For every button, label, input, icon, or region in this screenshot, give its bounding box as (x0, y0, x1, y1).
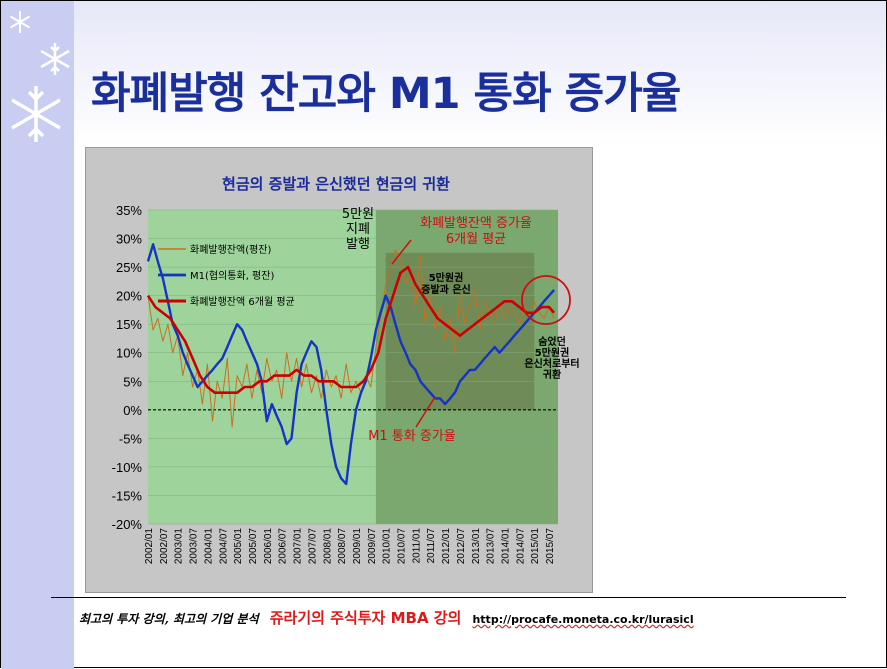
y-tick-label: -20% (112, 517, 143, 532)
x-tick-label: 2015/01 (530, 528, 541, 565)
legend-label: M1(협의통화, 평잔) (190, 269, 274, 282)
annotation-arrow (415, 396, 436, 428)
footer: 최고의 투자 강의, 최고의 기업 분석 쥬라기의 주식투자 MBA 강의 ht… (79, 607, 694, 628)
x-tick-label: 2006/07 (278, 528, 289, 565)
footer-tagline: 최고의 투자 강의, 최고의 기업 분석 (79, 612, 259, 626)
annotation-evaporation: 5만원권 증발과 은신 (421, 271, 470, 296)
snowflake-icon (40, 43, 70, 75)
x-tick-label: 2002/07 (159, 528, 170, 565)
x-tick-label: 2014/07 (515, 528, 526, 565)
annotation-return: 숨었던 5만원권 은신처로부터 귀환 (524, 335, 579, 381)
x-tick-label: 2015/07 (545, 528, 556, 565)
highlight-circle (521, 275, 571, 325)
y-tick-label: 5% (123, 374, 142, 389)
x-tick-label: 2009/01 (352, 528, 363, 565)
x-tick-label: 2004/01 (203, 528, 214, 565)
x-tick-label: 2014/01 (501, 528, 512, 565)
x-tick-label: 2012/07 (456, 528, 467, 565)
y-tick-label: 15% (116, 317, 142, 332)
series-line-cash-issuance (147, 249, 555, 428)
x-tick-label: 2013/01 (471, 528, 482, 565)
x-tick-label: 2008/01 (322, 528, 333, 565)
series-lines (146, 243, 556, 486)
x-tick-label: 2003/07 (189, 528, 200, 565)
series-line-cash-6m-avg (146, 265, 556, 394)
y-tick-label: 35% (116, 203, 142, 218)
x-tick-label: 2005/07 (248, 528, 259, 565)
legend-label: 화폐발행잔액 6개월 평균 (190, 296, 295, 308)
x-tick-label: 2002/01 (144, 528, 155, 565)
annotation-5man-note: 5만원 지폐 발행 (342, 207, 374, 252)
footer-course-name: 쥬라기의 주식투자 MBA 강의 (269, 609, 462, 627)
x-tick-label: 2009/07 (367, 528, 378, 565)
x-tick-label: 2004/07 (218, 528, 229, 565)
chart: 현금의 증발과 은신했던 현금의 귀환 35% 30% 25% 20% 15% 10% 5%… (112, 175, 580, 565)
x-tick-label: 2010/07 (397, 528, 408, 565)
annotation-arrow (391, 239, 412, 265)
snowflake-icon (9, 11, 31, 33)
y-tick-label: -5% (119, 431, 143, 446)
y-tick-label: 25% (116, 260, 142, 275)
x-tick-label: 2006/01 (263, 528, 274, 565)
series-line-m1 (146, 243, 556, 486)
y-tick-label: -10% (112, 460, 143, 475)
chart-title: 현금의 증발과 은신했던 현금의 귀환 (222, 175, 450, 193)
x-axis: 2002/01 2002/07 2003/01 2003/07 2004/01 2004/… (144, 528, 556, 565)
annotation-6m-avg: 화폐발행잔액 증가율 6개월 평균 (420, 215, 532, 247)
x-tick-label: 2007/07 (307, 528, 318, 565)
legend-label: 화폐발행잔액(평잔) (190, 244, 272, 256)
x-tick-label: 2005/01 (233, 528, 244, 565)
gridlines (148, 209, 558, 525)
page-title: 화폐발행 잔고와 M1 통화 증가율 (91, 69, 681, 119)
y-tick-label: -15% (112, 488, 143, 503)
footer-divider (51, 597, 846, 598)
legend: 화폐발행잔액(평잔) M1(협의통화, 평잔) 화폐발행잔액 6개월 평균 (158, 244, 295, 308)
y-tick-label: 30% (116, 232, 142, 247)
annotation-m1: M1 통화 증가율 (368, 429, 456, 444)
y-tick-label: 20% (116, 289, 142, 304)
x-tick-label: 2003/01 (174, 528, 185, 565)
snowflake-icon (11, 86, 61, 142)
x-tick-label: 2008/07 (337, 528, 348, 565)
x-tick-label: 2012/01 (441, 528, 452, 565)
x-tick-label: 2011/07 (426, 528, 437, 564)
x-tick-label: 2007/01 (293, 528, 304, 565)
x-tick-label: 2011/01 (411, 528, 422, 564)
y-axis: 35% 30% 25% 20% 15% 10% 5% 0% -5% -10% -15% -20% (112, 203, 143, 532)
footer-link[interactable]: http://procafe.moneta.co.kr/lurasicl (472, 613, 694, 626)
x-tick-label: 2013/07 (486, 528, 497, 565)
x-tick-label: 2010/01 (382, 528, 393, 565)
y-tick-label: 10% (116, 346, 142, 361)
chart-frame: 현금의 증발과 은신했던 현금의 귀환 35% 30% 25% 20% 15% 10% 5%… (85, 147, 593, 593)
y-tick-label: 0% (123, 403, 142, 418)
